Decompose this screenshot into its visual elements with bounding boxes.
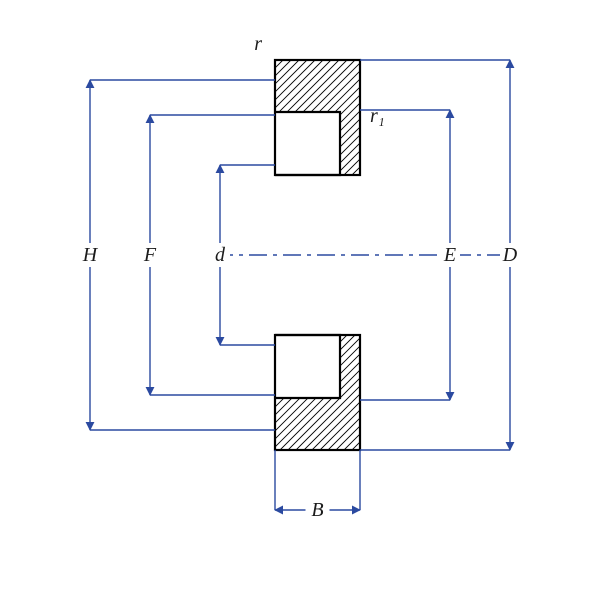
dim-label-D: D	[502, 244, 518, 266]
label-r1: r₁	[370, 105, 385, 127]
dim-label-d: d	[215, 244, 226, 266]
dim-label-F: F	[143, 244, 157, 266]
dim-label-B: B	[311, 499, 323, 521]
bearing-section-diagram: H Fd E D Br r₁	[0, 0, 600, 600]
dim-label-E: E	[443, 244, 456, 266]
dim-label-H: H	[82, 244, 99, 266]
label-r: r	[254, 33, 262, 55]
